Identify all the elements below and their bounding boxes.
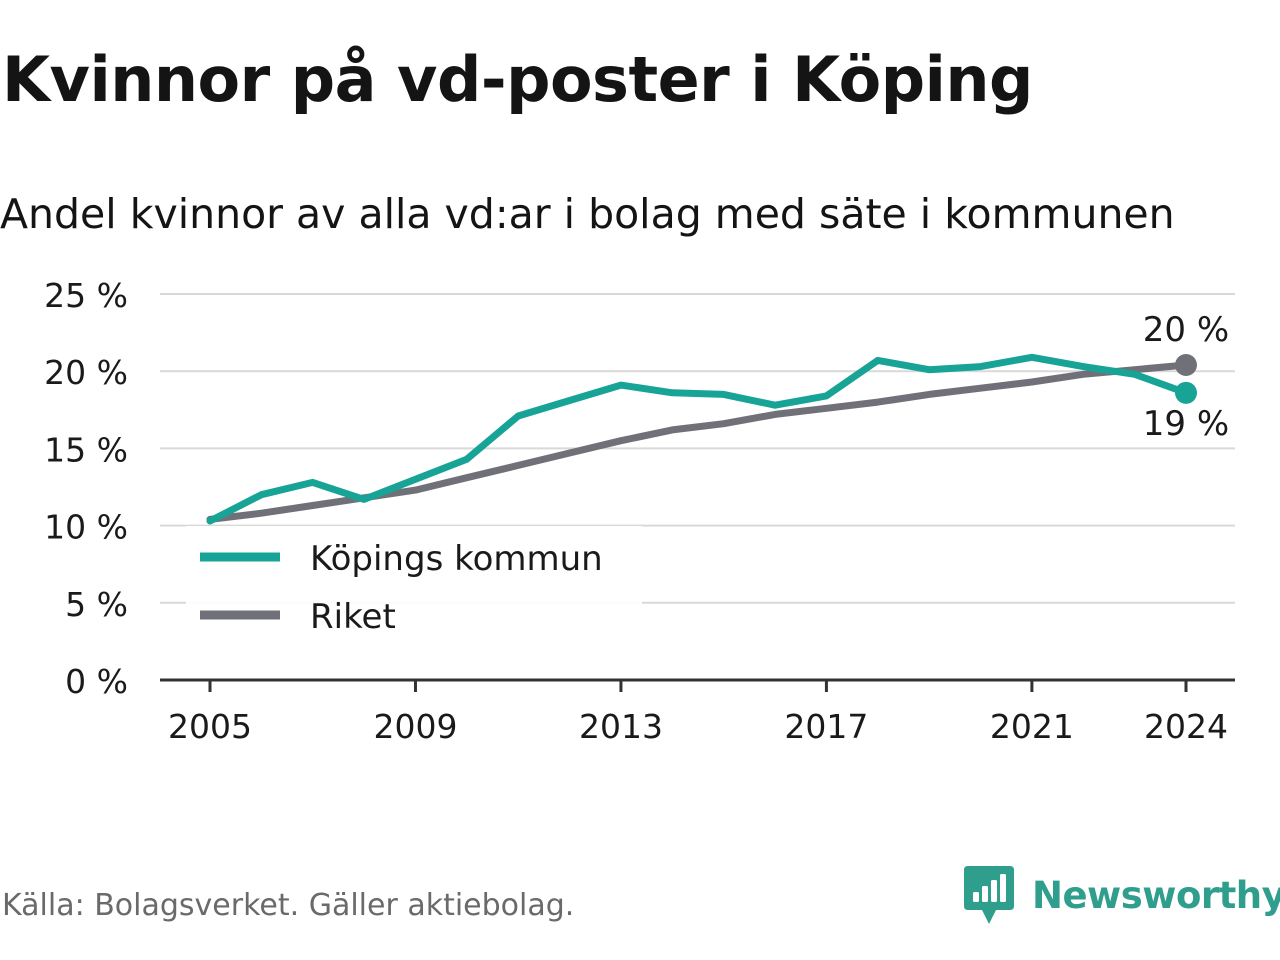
x-tick-label: 2024: [1144, 707, 1228, 746]
x-tick-label: 2009: [373, 707, 457, 746]
newsworthy-logo-text: Newsworthy: [1032, 873, 1280, 917]
x-tick-label: 2017: [784, 707, 868, 746]
legend: Köpings kommun Riket: [186, 526, 642, 637]
newsworthy-logo: Newsworthy: [964, 864, 1280, 926]
end-label-kopings-kommun: 19 %: [1143, 404, 1229, 444]
end-labels: 20 % 19 %: [1143, 310, 1229, 444]
y-tick-label: 5 %: [65, 585, 128, 624]
x-axis-ticks: 2005 2009 2013 2017 2021 2024: [160, 678, 1235, 746]
x-tick-label: 2013: [579, 707, 663, 746]
series: [206, 353, 1197, 525]
line-chart: 0 %5 %10 %15 %20 %25 % 2005 2009 2013 2017 2…: [44, 276, 1235, 746]
legend-background: [186, 526, 642, 606]
y-tick-label: 20 %: [44, 353, 128, 392]
end-point-kopings-kommun: [1175, 381, 1197, 404]
y-tick-label: 25 %: [44, 276, 128, 315]
source-note: Källa: Bolagsverket. Gäller aktiebolag.: [2, 888, 575, 923]
x-tick-label: 2021: [990, 707, 1074, 746]
y-tick-label: 10 %: [44, 508, 128, 547]
end-point-riket: [1175, 354, 1197, 377]
chart-subtitle: Andel kvinnor av alla vd:ar i bolag med …: [0, 190, 1175, 238]
chart-title: Kvinnor på vd-poster i Köping: [2, 43, 1033, 116]
end-label-riket: 20 %: [1143, 310, 1229, 350]
series-line-kopings-kommun: [206, 353, 1190, 525]
x-tick-label: 2005: [168, 707, 252, 746]
y-tick-label: 0 %: [65, 662, 128, 701]
newsworthy-logo-icon: [964, 866, 1014, 924]
y-axis-ticks: 0 % 5 % 10 % 15 % 20 % 25 %: [44, 276, 128, 701]
y-tick-label: 15 %: [44, 430, 128, 469]
legend-label: Riket: [310, 597, 396, 637]
legend-label: Köpings kommun: [310, 539, 603, 579]
